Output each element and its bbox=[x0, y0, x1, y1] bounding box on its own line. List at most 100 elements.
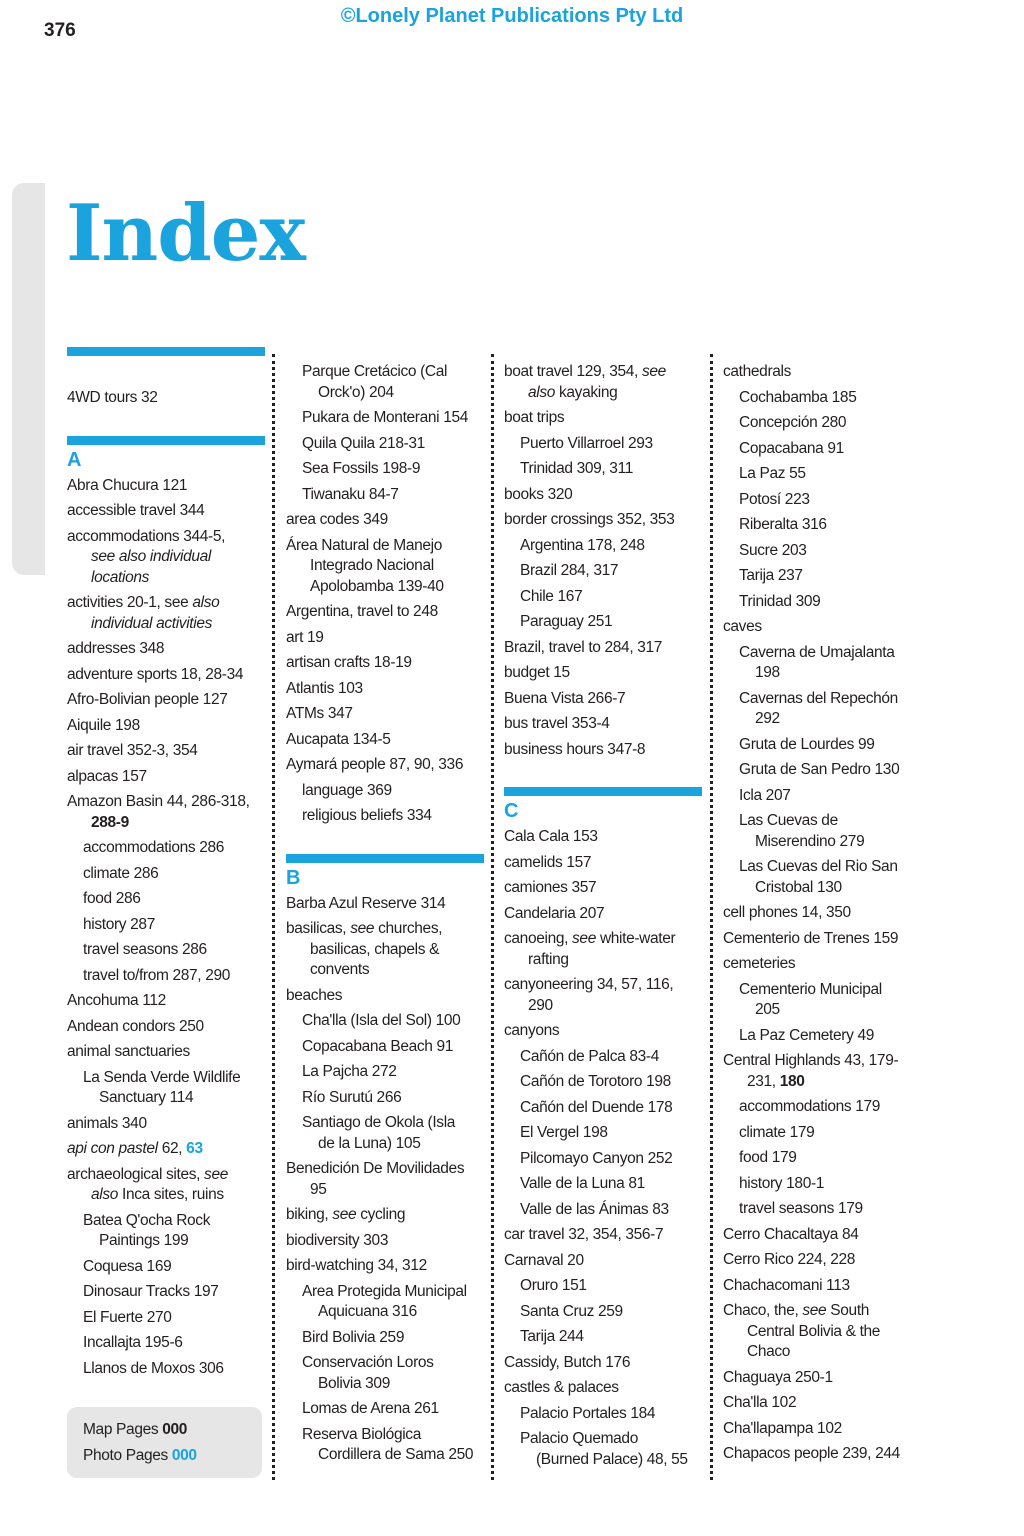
entry-text: activities 20-1, see bbox=[67, 594, 193, 611]
index-subentry: Bird Bolivia 259 bbox=[302, 1328, 405, 1346]
entry-text: basilicas, bbox=[286, 920, 351, 937]
index-subentry: Santa Cruz 259 bbox=[520, 1302, 623, 1320]
index-subentry: travel seasons 286 bbox=[83, 941, 207, 958]
index-entry: Cha'lla 102 bbox=[723, 1394, 797, 1411]
index-entry: Chachacomani 113 bbox=[723, 1276, 850, 1294]
index-entry: Atlantis 103 bbox=[286, 679, 363, 697]
index-subentry: El Fuerte 270 bbox=[83, 1308, 172, 1326]
index-subentry: Trinidad 309 bbox=[739, 592, 821, 610]
index-entry: Argentina, travel to 248 bbox=[286, 603, 438, 620]
page-key-box: Map Pages 000 Photo Pages 000 bbox=[67, 1407, 262, 1478]
section-letter: B bbox=[286, 866, 301, 889]
index-entry: canyoneering 34, 57, 116, 290 bbox=[504, 976, 674, 1014]
entry-text: Amazon Basin 44, 286-318, bbox=[67, 793, 250, 810]
entry-text: see bbox=[350, 920, 375, 937]
index-entry: boat trips bbox=[504, 409, 565, 426]
map-pages-value: 000 bbox=[162, 1421, 188, 1438]
map-page-ref: 288-9 bbox=[91, 813, 129, 831]
index-entry: alpacas 157 bbox=[67, 767, 147, 785]
index-column-2: Parque Cretácico (Cal Orck'o) 204 Pukara … bbox=[286, 357, 484, 1466]
index-entry: Chaguaya 250-1 bbox=[723, 1368, 833, 1386]
index-subentry: Tarija 237 bbox=[739, 567, 803, 584]
index-subentry: Valle de la Luna 81 bbox=[520, 1175, 645, 1192]
entry-text: see also bbox=[91, 1165, 228, 1204]
index-entry: Chaco, the, see South Central Bolivia & … bbox=[723, 1301, 921, 1363]
entry-text: accommodations 344-5, bbox=[67, 527, 226, 545]
index-entry: boat travel 129, 354, see also kayaking bbox=[504, 362, 702, 403]
map-page-ref: 180 bbox=[779, 1072, 805, 1090]
index-subentry: Area Protegida Municipal Aquicuana 316 bbox=[302, 1282, 467, 1321]
index-entry: adventure sports 18, 28-34 bbox=[67, 665, 244, 683]
index-subentry: Sea Fossils 198-9 bbox=[302, 460, 421, 477]
index-subentry: Oruro 151 bbox=[520, 1277, 587, 1294]
index-entry: Aucapata 134-5 bbox=[286, 730, 391, 748]
index-entry: Benedición De Movilidades 95 bbox=[286, 1160, 465, 1198]
index-entry: Candelaria 207 bbox=[504, 904, 605, 922]
index-entry: Aymará people 87, 90, 336 bbox=[286, 756, 464, 773]
index-subentry: history 287 bbox=[83, 915, 155, 933]
map-pages-key: Map Pages 000 bbox=[83, 1421, 187, 1439]
index-subentry: Brazil 284, 317 bbox=[520, 562, 619, 579]
entry-text: see also bbox=[528, 363, 666, 401]
index-entry: Aiquile 198 bbox=[67, 716, 140, 734]
index-subentry: Palacio Quemado (Burned Palace) 48, 55 bbox=[520, 1430, 688, 1468]
index-entry: bus travel 353-4 bbox=[504, 715, 610, 732]
index-entry: Ancohuma 112 bbox=[67, 992, 166, 1009]
index-subentry: Coquesa 169 bbox=[83, 1257, 172, 1275]
index-entry: air travel 352-3, 354 bbox=[67, 742, 198, 759]
entry-text: canoeing, bbox=[504, 930, 573, 947]
entry-text: see bbox=[572, 930, 596, 947]
spacer bbox=[286, 827, 484, 854]
index-subentry: Argentina 178, 248 bbox=[520, 536, 645, 554]
section-bar bbox=[286, 853, 484, 863]
section-bar bbox=[67, 347, 265, 356]
index-subentry: La Paz 55 bbox=[739, 465, 806, 482]
section-letter: A bbox=[67, 448, 82, 471]
index-entry: Cala Cala 153 bbox=[504, 828, 598, 845]
photo-pages-label: Photo Pages bbox=[83, 1447, 172, 1464]
index-entry: Carnaval 20 bbox=[504, 1251, 584, 1269]
index-subentry: Reserva Biológica Cordillera de Sama 250 bbox=[302, 1425, 474, 1464]
entry-text: see bbox=[802, 1302, 827, 1319]
entry-text: Chaco, the, bbox=[723, 1302, 803, 1319]
index-subentry: Copacabana 91 bbox=[739, 439, 844, 457]
index-subentry: Copacabana Beach 91 bbox=[302, 1037, 454, 1055]
index-subentry: travel to/from 287, 290 bbox=[83, 966, 231, 984]
index-entry: activities 20-1, see also individual act… bbox=[67, 593, 265, 634]
index-column-1: 4WD tours 32 A Abra Chucura 121 accessible … bbox=[67, 347, 265, 1379]
index-subentry: Caverna de Umajalanta 198 bbox=[739, 643, 895, 682]
index-subentry: Las Cuevas de Miserendino 279 bbox=[739, 812, 865, 850]
index-subentry: travel seasons 179 bbox=[739, 1200, 863, 1217]
index-entry: api con pastel 62, 63 bbox=[67, 1139, 265, 1160]
thumb-tab bbox=[12, 183, 45, 575]
map-pages-label: Map Pages bbox=[83, 1421, 163, 1438]
index-subentry: Gruta de San Pedro 130 bbox=[739, 761, 900, 778]
index-subentry: Paraguay 251 bbox=[520, 613, 613, 630]
index-subentry: Cavernas del Repechón 292 bbox=[739, 689, 898, 728]
index-subentry: Río Surutú 266 bbox=[302, 1088, 402, 1106]
entry-text: see also individual locations bbox=[91, 548, 212, 586]
column-divider bbox=[491, 354, 494, 1480]
index-column-4: cathedrals Cochabamba 185 Concepción 280 Co… bbox=[723, 357, 921, 1465]
photo-pages-value: 000 bbox=[171, 1447, 197, 1464]
page-number: 376 bbox=[44, 20, 76, 41]
index-entry: caves bbox=[723, 618, 762, 635]
index-subentry: Cementerio Municipal 205 bbox=[739, 980, 882, 1019]
index-entry: animal sanctuaries bbox=[67, 1043, 190, 1060]
index-subentry: Llanos de Moxos 306 bbox=[83, 1359, 224, 1377]
index-subentry: accommodations 286 bbox=[83, 839, 225, 856]
entry-text: boat travel 129, 354, bbox=[504, 363, 642, 380]
entry-text: Inca sites, ruins bbox=[118, 1186, 224, 1203]
index-entry: camelids 157 bbox=[504, 853, 592, 871]
index-entry: biking, see cycling bbox=[286, 1205, 484, 1226]
section-bar bbox=[67, 435, 265, 445]
index-entry: archaeological sites, see also Inca site… bbox=[67, 1165, 265, 1206]
index-subentry: climate 179 bbox=[739, 1123, 815, 1141]
index-subentry: Conservación Loros Bolivia 309 bbox=[302, 1354, 434, 1392]
index-entry: accommodations 344-5, see also individua… bbox=[67, 527, 265, 589]
index-subentry: Santiago de Okola (Isla de la Luna) 105 bbox=[302, 1114, 456, 1152]
index-entry: Andean condors 250 bbox=[67, 1017, 204, 1035]
index-subentry: food 286 bbox=[83, 890, 141, 907]
index-entry: Cerro Rico 224, 228 bbox=[723, 1251, 856, 1268]
index-entry: cathedrals bbox=[723, 363, 792, 380]
